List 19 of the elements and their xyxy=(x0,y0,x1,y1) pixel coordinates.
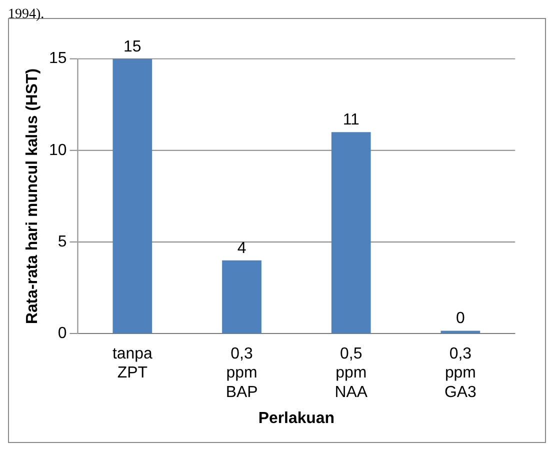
data-label: 15 xyxy=(124,38,142,56)
x-tick-label: 0,3 ppm GA3 xyxy=(444,346,477,401)
x-tick-label: 0,5 ppm NAA xyxy=(334,346,368,401)
x-axis-title: Perlakuan xyxy=(258,410,335,427)
data-label: 11 xyxy=(342,112,360,129)
bar xyxy=(331,132,371,334)
bar xyxy=(440,330,480,334)
y-tick-label: 5 xyxy=(58,233,67,250)
y-tick-label: 0 xyxy=(58,325,67,342)
y-axis-title: Rata-rata hari muncul kalus (HST) xyxy=(24,68,41,324)
y-tick-label: 10 xyxy=(49,142,67,159)
x-tick-label: tanpa ZPT xyxy=(112,346,152,382)
x-tick-label: 0,3 ppm BAP xyxy=(226,346,258,401)
y-tick-label: 15 xyxy=(49,50,67,68)
bar xyxy=(112,58,152,334)
text: 1994). xyxy=(8,7,44,22)
bar xyxy=(222,260,262,334)
data-label: 0 xyxy=(456,310,466,328)
data-label: 4 xyxy=(237,240,246,257)
